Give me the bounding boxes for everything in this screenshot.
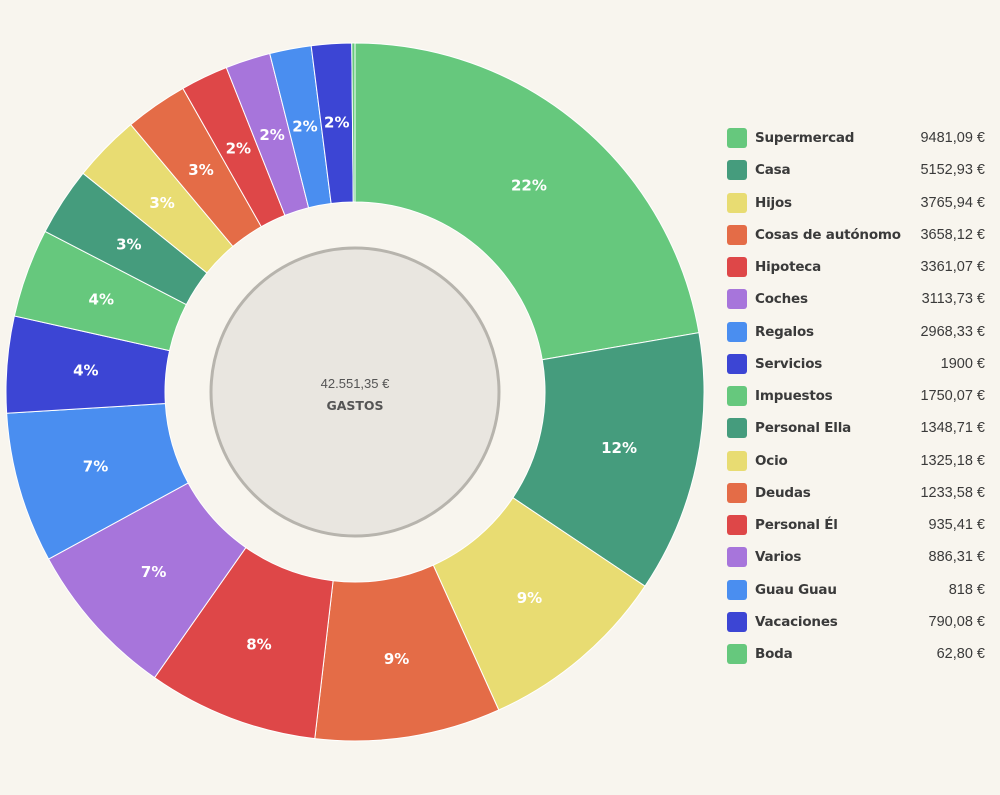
slice-percent-label: 2%: [259, 126, 284, 144]
legend-swatch: [727, 611, 747, 632]
legend-value: 3765,94 €: [920, 194, 985, 211]
slice-percent-label: 9%: [517, 589, 542, 607]
legend-swatch: [727, 482, 747, 503]
legend-value: 1325,18 €: [920, 452, 985, 469]
legend-label: Casa: [755, 162, 791, 179]
legend-value: 1233,58 €: [920, 484, 985, 501]
legend-value: 3361,07 €: [920, 259, 985, 276]
legend-swatch: [727, 579, 747, 600]
legend-label: Boda: [755, 646, 793, 663]
slice-percent-label: 4%: [73, 362, 98, 380]
legend-label: Vacaciones: [755, 613, 838, 630]
legend-value: 5152,93 €: [920, 162, 985, 179]
slice-supermercad[interactable]: [354, 42, 700, 361]
legend-swatch: [727, 128, 747, 149]
legend-swatch: [727, 386, 747, 407]
legend-value: 1900 €: [940, 355, 985, 372]
slice-percent-label: 8%: [246, 635, 271, 653]
slice-percent-label: 7%: [141, 563, 166, 581]
legend-item-varios[interactable]: Varios 886,31 €: [727, 541, 985, 573]
legend-item-supermercad[interactable]: Supermercad 9481,09 €: [727, 122, 985, 154]
legend-value: 886,31 €: [928, 549, 985, 566]
legend-swatch: [727, 289, 747, 310]
legend-label: Coches: [755, 291, 808, 308]
legend-label: Supermercad: [755, 130, 855, 147]
legend-value: 818 €: [948, 581, 985, 598]
legend-label: Varios: [755, 549, 802, 566]
legend-label: Ocio: [755, 452, 788, 469]
legend-label: Cosas de autónomo: [755, 226, 901, 243]
legend-item-boda[interactable]: Boda 62,80 €: [727, 638, 985, 670]
center-disc: [209, 246, 501, 538]
slice-boda[interactable]: [351, 42, 356, 203]
center-total-label: GASTOS: [326, 398, 383, 413]
donut-slices: [5, 42, 705, 742]
legend-item-coches[interactable]: Coches 3113,73 €: [727, 283, 985, 315]
legend-value: 3658,12 €: [920, 226, 985, 243]
legend-swatch: [727, 547, 747, 568]
legend-value: 9481,09 €: [920, 130, 985, 147]
legend-label: Personal Ella: [755, 420, 852, 437]
legend-item-ocio[interactable]: Ocio 1325,18 €: [727, 445, 985, 477]
slice-percent-label: 4%: [89, 291, 114, 309]
legend-label: Hijos: [755, 194, 792, 211]
slice-percent-label: 9%: [384, 650, 409, 668]
legend-label: Personal Él: [755, 517, 838, 534]
slice-percent-label: 3%: [116, 236, 141, 254]
legend-label: Hipoteca: [755, 259, 821, 276]
chart-legend: Supermercad 9481,09 € Casa 5152,93 € Hijos 37…: [727, 122, 985, 670]
legend-value: 2968,33 €: [920, 323, 985, 340]
legend-item-hipoteca[interactable]: Hipoteca 3361,07 €: [727, 251, 985, 283]
legend-label: Guau Guau: [755, 581, 837, 598]
legend-value: 935,41 €: [928, 517, 985, 534]
legend-value: 3113,73 €: [921, 291, 985, 308]
legend-swatch: [727, 224, 747, 245]
slice-percent-label: 3%: [188, 161, 213, 179]
legend-label: Deudas: [755, 484, 811, 501]
legend-label: Regalos: [755, 323, 814, 340]
legend-item-vacaciones[interactable]: Vacaciones 790,08 €: [727, 606, 985, 638]
legend-label: Impuestos: [755, 388, 833, 405]
slice-percent-label: 22%: [511, 176, 547, 194]
legend-swatch: [727, 515, 747, 536]
legend-swatch: [727, 192, 747, 213]
legend-item-servicios[interactable]: Servicios 1900 €: [727, 348, 985, 380]
legend-swatch: [727, 450, 747, 471]
slice-percent-label: 12%: [601, 439, 637, 457]
legend-item-regalos[interactable]: Regalos 2968,33 €: [727, 316, 985, 348]
slice-percent-label: 2%: [324, 114, 349, 132]
legend-value: 1348,71 €: [920, 420, 985, 437]
legend-value: 62,80 €: [936, 646, 985, 663]
legend-label: Servicios: [755, 355, 823, 372]
legend-value: 1750,07 €: [920, 388, 985, 405]
slice-percent-label: 3%: [149, 194, 174, 212]
legend-swatch: [727, 353, 747, 374]
legend-value: 790,08 €: [928, 613, 985, 630]
legend-swatch: [727, 160, 747, 181]
legend-swatch: [727, 321, 747, 342]
center-total-value: 42.551,35 €: [321, 376, 390, 391]
legend-item-casa[interactable]: Casa 5152,93 €: [727, 154, 985, 186]
legend-item-deudas[interactable]: Deudas 1233,58 €: [727, 477, 985, 509]
legend-item-guau-guau[interactable]: Guau Guau 818 €: [727, 574, 985, 606]
slice-percent-label: 2%: [292, 118, 317, 136]
legend-swatch: [727, 418, 747, 439]
donut-chart: 22% 12% 9% 9% 8% 7% 7% 4% 4% 3% 3% 3% 2% 2% 2% 2% 42.55…: [5, 42, 705, 742]
slice-percent-label: 2%: [226, 139, 251, 157]
legend-swatch: [727, 257, 747, 278]
slice-casa[interactable]: [512, 332, 705, 587]
slice-percent-label: 7%: [83, 458, 108, 476]
legend-item-personal-ella[interactable]: Personal Ella 1348,71 €: [727, 412, 985, 444]
legend-item-impuestos[interactable]: Impuestos 1750,07 €: [727, 380, 985, 412]
legend-item-cosas-de-autonomo[interactable]: Cosas de autónomo 3658,12 €: [727, 219, 985, 251]
donut-slice-labels: 22% 12% 9% 9% 8% 7% 7% 4% 4% 3% 3% 3% 2% 2% 2% 2%: [73, 114, 637, 668]
legend-swatch: [727, 644, 747, 665]
legend-item-personal-el[interactable]: Personal Él 935,41 €: [727, 509, 985, 541]
legend-item-hijos[interactable]: Hijos 3765,94 €: [727, 187, 985, 219]
